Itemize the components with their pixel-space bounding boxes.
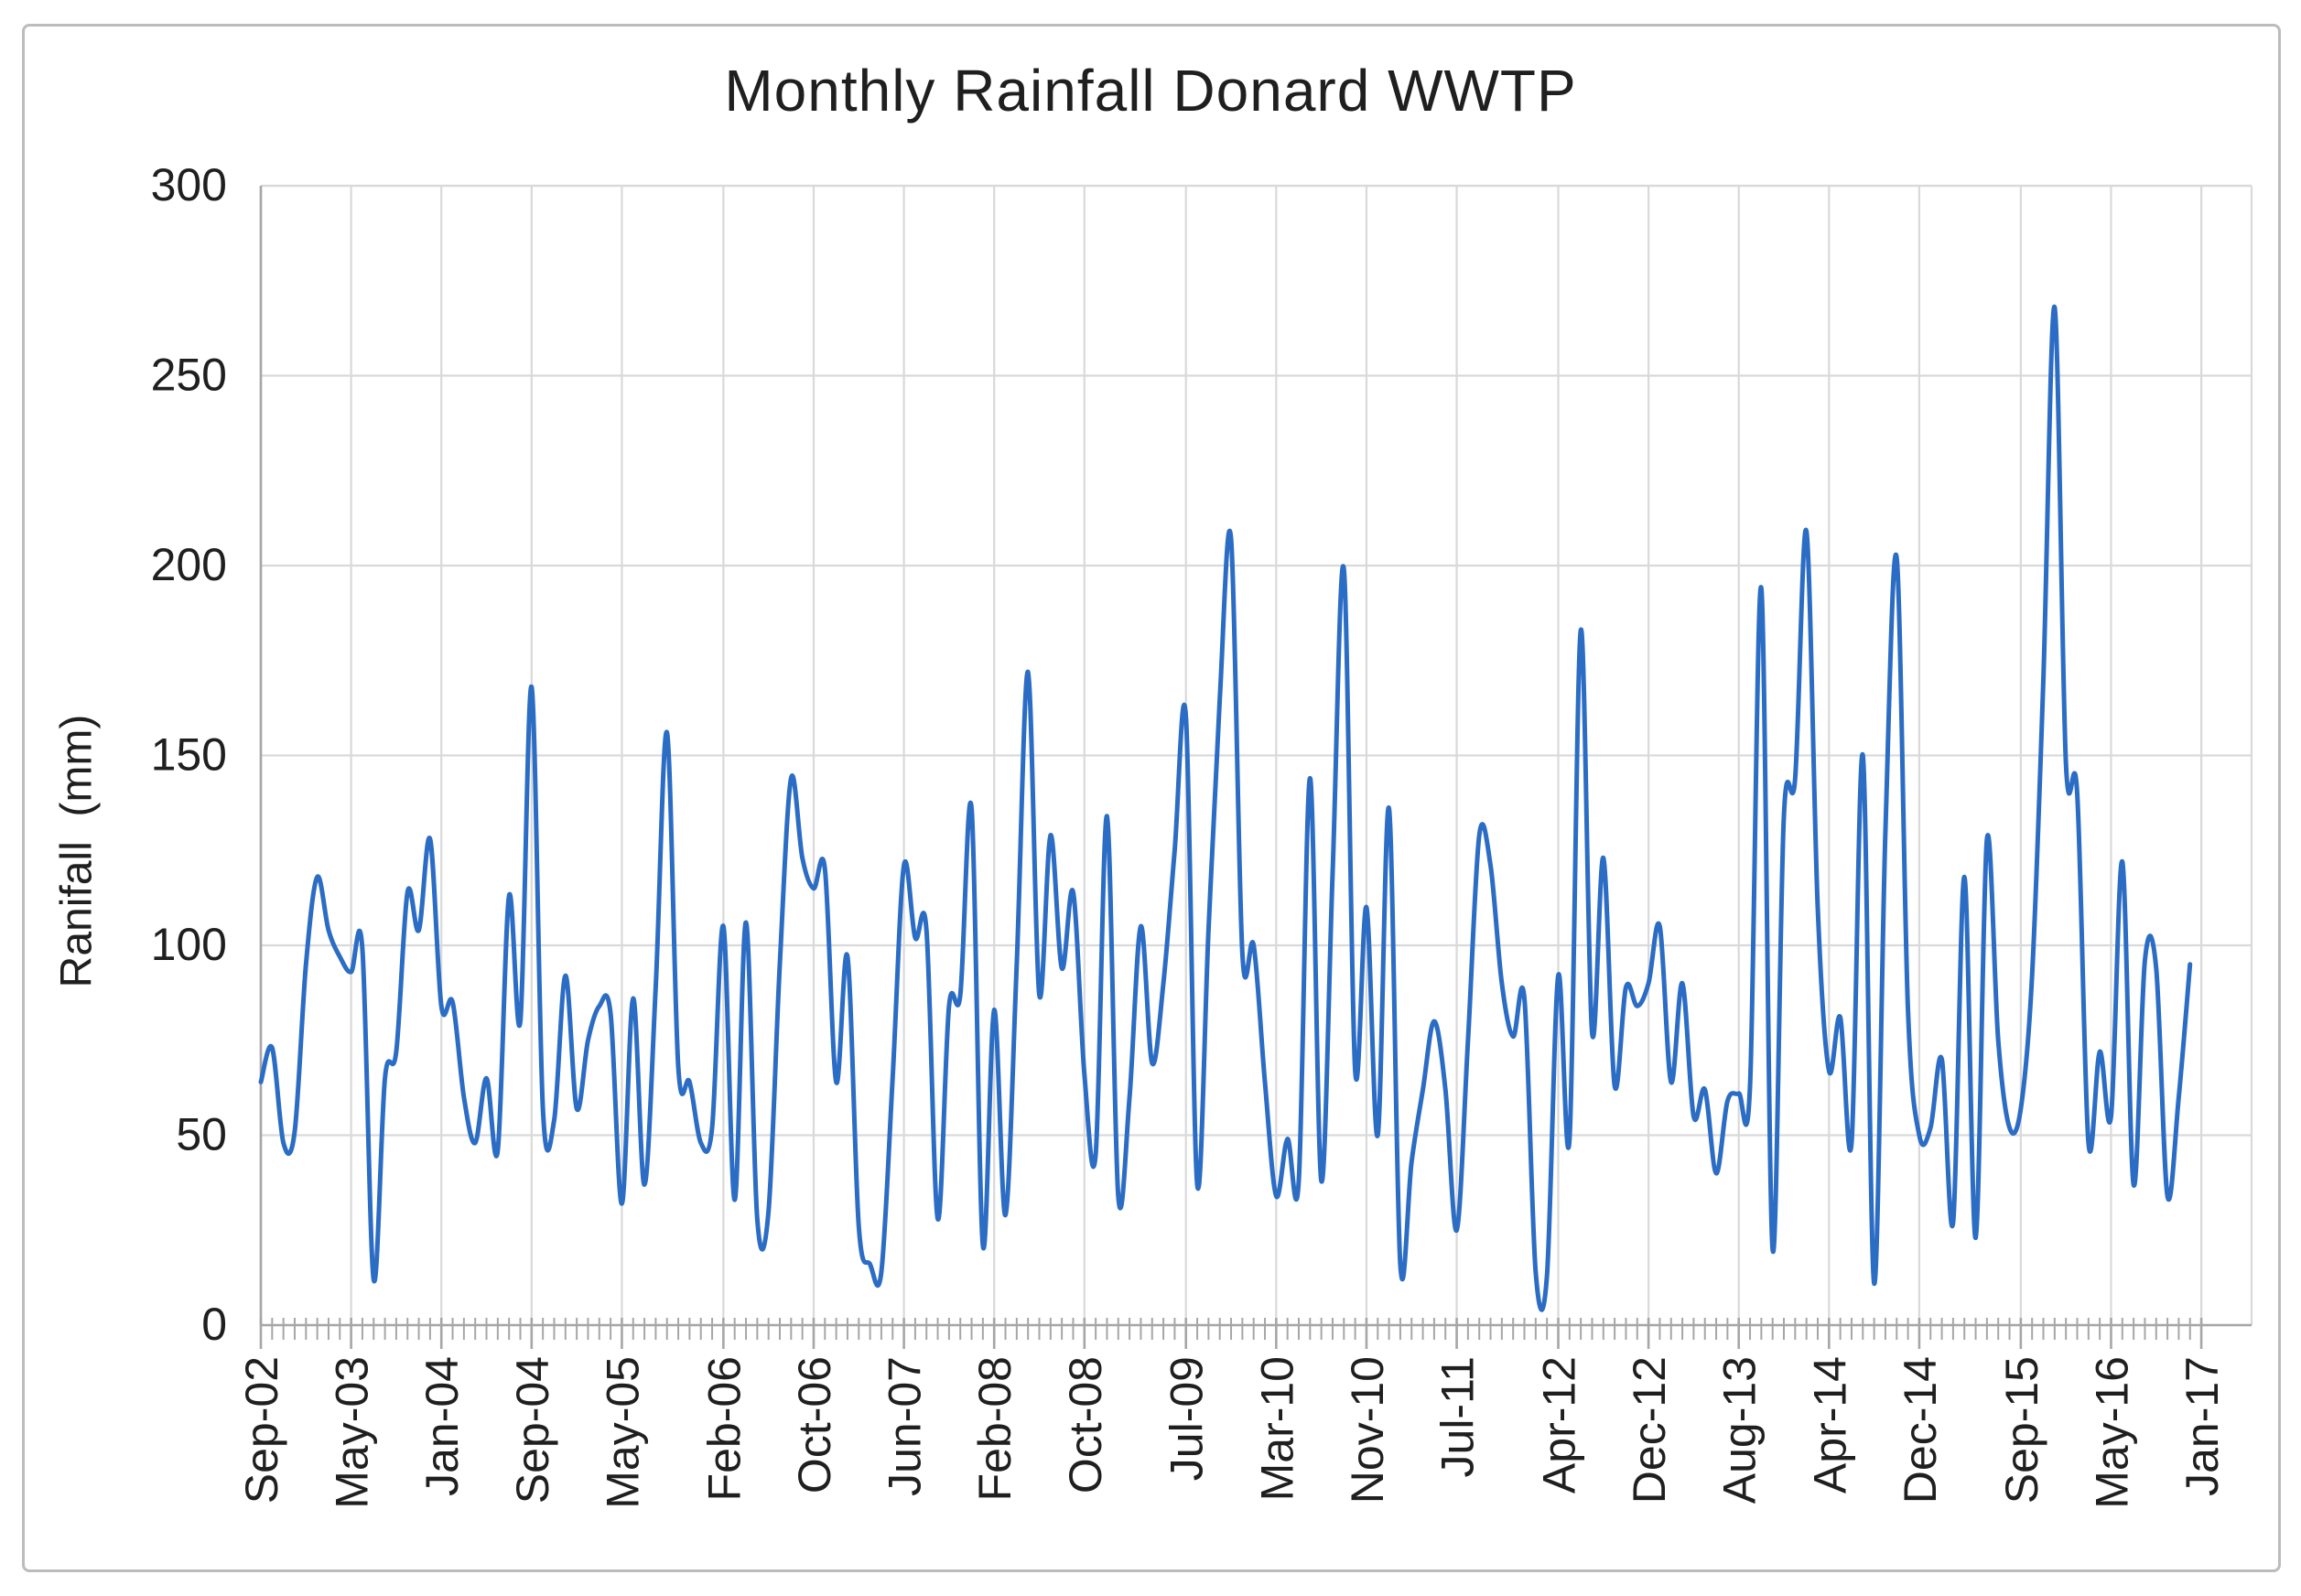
svg-text:50: 50 [176, 1109, 227, 1160]
svg-text:Mar-10: Mar-10 [1251, 1356, 1302, 1501]
svg-text:Jan-17: Jan-17 [2177, 1356, 2228, 1496]
svg-text:Apr-14: Apr-14 [1804, 1356, 1855, 1494]
svg-text:May-16: May-16 [2086, 1356, 2137, 1509]
svg-text:Jul-09: Jul-09 [1161, 1356, 1213, 1481]
svg-text:Dec-12: Dec-12 [1624, 1356, 1675, 1504]
svg-text:Feb-06: Feb-06 [698, 1356, 750, 1501]
svg-text:200: 200 [151, 539, 227, 590]
svg-text:Nov-10: Nov-10 [1342, 1356, 1393, 1504]
svg-text:Jul-11: Jul-11 [1432, 1356, 1484, 1477]
svg-text:Dec-14: Dec-14 [1895, 1356, 1946, 1504]
svg-text:100: 100 [151, 919, 227, 970]
svg-text:Oct-08: Oct-08 [1060, 1356, 1111, 1494]
svg-text:Sep-15: Sep-15 [1996, 1356, 2047, 1504]
gridlines [259, 184, 2253, 1325]
svg-text:0: 0 [201, 1299, 227, 1350]
svg-text:Jan-04: Jan-04 [416, 1356, 468, 1496]
svg-text:Feb-08: Feb-08 [969, 1356, 1021, 1501]
svg-text:150: 150 [151, 729, 227, 781]
chart-title: Monthly Rainfall Donard WWTP [724, 58, 1577, 124]
svg-text:May-03: May-03 [327, 1356, 378, 1509]
svg-text:Sep-02: Sep-02 [236, 1356, 287, 1504]
svg-text:Sep-04: Sep-04 [507, 1356, 558, 1504]
svg-text:Jun-07: Jun-07 [880, 1356, 931, 1496]
axis-lines-and-ticks [259, 186, 2252, 1349]
svg-text:Aug-13: Aug-13 [1714, 1356, 1766, 1504]
x-axis-tick-labels: Sep-02 May-03 Jan-04 Sep-04 May-05 Feb-06 Oct-… [236, 1356, 2228, 1509]
y-axis-tick-labels: 0 50 100 150 200 250 300 [151, 159, 227, 1350]
svg-text:300: 300 [151, 159, 227, 210]
svg-text:May-05: May-05 [597, 1356, 648, 1509]
svg-text:Oct-06: Oct-06 [789, 1356, 840, 1494]
rainfall-series-line [258, 305, 2193, 1312]
svg-text:250: 250 [151, 350, 227, 401]
svg-text:Apr-12: Apr-12 [1533, 1356, 1584, 1494]
